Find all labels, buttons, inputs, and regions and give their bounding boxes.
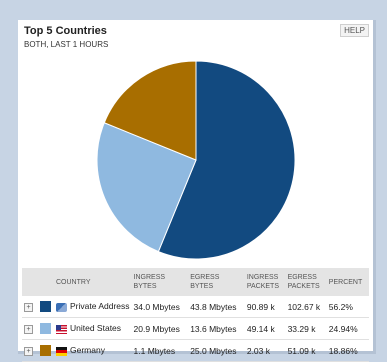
expand-icon[interactable]: +: [24, 325, 33, 334]
table-row[interactable]: + Germany 1.1 Mbytes 25.0 Mbytes 2.03 k …: [22, 339, 369, 362]
color-swatch: [40, 345, 51, 357]
header-expand: [22, 268, 38, 296]
ingress-bytes: 34.0 Mbytes: [131, 296, 189, 318]
ingress-bytes: 1.1 Mbytes: [131, 339, 189, 362]
pie-slice-united-states[interactable]: [96, 122, 197, 253]
table-row[interactable]: + Private Address 34.0 Mbytes 43.8 Mbyte…: [22, 296, 369, 318]
ingress-bytes: 20.9 Mbytes: [131, 317, 189, 340]
egress-packets: 51.09 k: [285, 339, 327, 362]
countries-table: COUNTRY INGRESS BYTES EGRESS BYTES INGRESS…: [22, 268, 369, 362]
egress-packets: 33.29 k: [285, 317, 327, 340]
pie-slices: [96, 60, 296, 260]
egress-bytes: 13.6 Mbytes: [188, 317, 245, 340]
ingress-packets: 2.03 k: [244, 339, 286, 362]
header-country[interactable]: COUNTRY: [54, 268, 132, 296]
expand-icon[interactable]: +: [24, 347, 33, 356]
table-header-row: COUNTRY INGRESS BYTES EGRESS BYTES INGRESS…: [22, 268, 369, 296]
country-name: Private Address: [70, 301, 130, 312]
percent: 56.2%: [326, 296, 369, 318]
panel-subtitle: BOTH, LAST 1 HOURS: [24, 40, 109, 49]
percent: 24.94%: [326, 317, 369, 340]
pie-slice-private-address[interactable]: [157, 60, 296, 260]
header-percent[interactable]: PERCENT: [326, 268, 369, 296]
country-name: United States: [70, 323, 122, 334]
help-button[interactable]: HELP: [340, 24, 369, 37]
egress-packets: 102.67 k: [285, 296, 327, 318]
us-flag-icon: [56, 324, 67, 334]
panel-title: Top 5 Countries: [24, 25, 107, 37]
germany-flag-icon: [56, 346, 67, 356]
header-ingress-bytes[interactable]: INGRESS BYTES: [131, 268, 189, 296]
header-egress-packets[interactable]: EGRESS PACKETS: [285, 268, 327, 296]
top-countries-panel: Top 5 Countries BOTH, LAST 1 HOURS HELP …: [18, 20, 376, 362]
header-color: [38, 268, 54, 296]
egress-bytes: 43.8 Mbytes: [188, 296, 245, 318]
table-row[interactable]: + United States 20.9 Mbytes 13.6 Mbytes …: [22, 317, 369, 340]
color-swatch: [40, 301, 51, 313]
ingress-packets: 49.14 k: [244, 317, 286, 340]
egress-bytes: 25.0 Mbytes: [188, 339, 245, 362]
ingress-packets: 90.89 k: [244, 296, 286, 318]
pie-slice-germany[interactable]: [103, 60, 197, 161]
private-network-icon: [56, 302, 67, 312]
header-egress-bytes[interactable]: EGRESS BYTES: [188, 268, 245, 296]
country-name: Germany: [70, 345, 105, 356]
header-ingress-packets[interactable]: INGRESS PACKETS: [244, 268, 286, 296]
expand-icon[interactable]: +: [24, 303, 33, 312]
color-swatch: [40, 323, 51, 335]
pie-chart: [96, 60, 296, 260]
percent: 18.86%: [326, 339, 369, 362]
